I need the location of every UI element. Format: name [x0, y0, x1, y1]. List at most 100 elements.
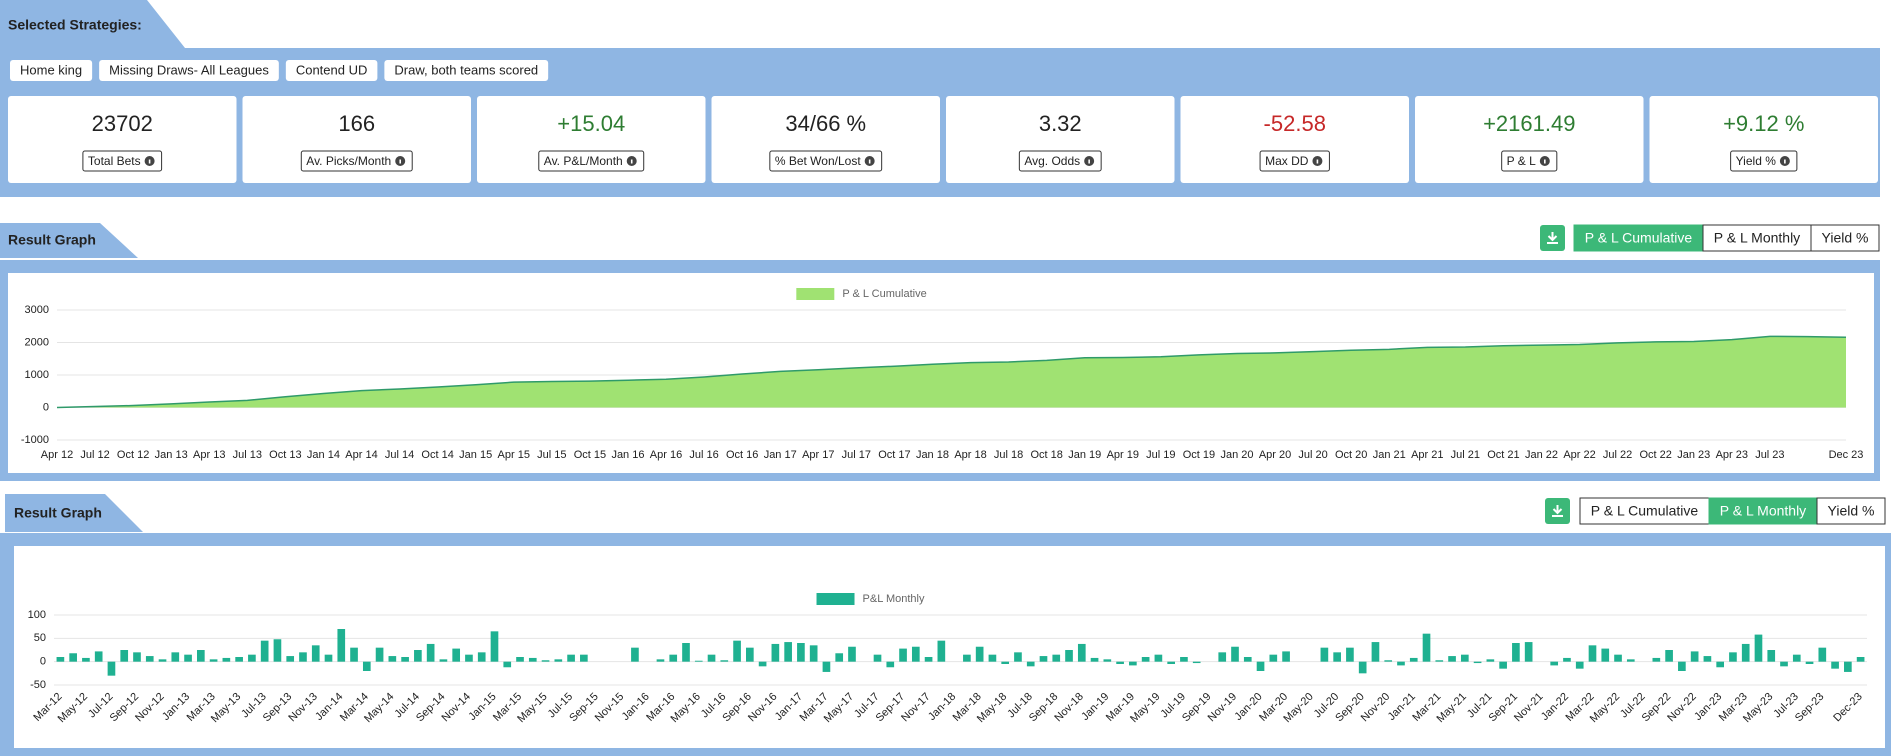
- bar: [541, 660, 550, 662]
- x-tick-label: Jan 16: [611, 449, 644, 461]
- x-tick-label: Jul 16: [689, 449, 718, 461]
- bar: [899, 648, 907, 662]
- bar: [1333, 652, 1341, 662]
- bar: [707, 654, 716, 662]
- x-tick-label: Apr 13: [193, 449, 225, 461]
- strategy-tag-label: Draw, both teams scored: [394, 62, 538, 77]
- bar: [1026, 661, 1035, 667]
- bar: [758, 661, 767, 667]
- y-tick-label: -1000: [21, 434, 49, 446]
- graph-toggle[interactable]: [1573, 224, 1704, 252]
- bar: [975, 646, 984, 662]
- info-icon-bar: [399, 159, 402, 164]
- stat-card: [477, 96, 706, 183]
- x-tick-label: Jul 18: [994, 449, 1023, 461]
- bar: [1716, 661, 1725, 668]
- bar: [1818, 647, 1827, 662]
- stat-label: Yield %: [1736, 154, 1777, 168]
- stat-card: [8, 96, 237, 183]
- bar: [477, 652, 486, 662]
- bar: [1563, 657, 1571, 662]
- tags: Home king Missing Draws- All Leagues Conte…: [10, 60, 549, 81]
- x-tick-label: Apr 23: [1716, 449, 1748, 461]
- bar: [567, 654, 575, 662]
- bar: [350, 647, 358, 662]
- legend-label: P&L Monthly: [863, 593, 925, 605]
- strategy-tag: [285, 60, 378, 81]
- bar: [439, 659, 448, 662]
- bar: [937, 640, 946, 662]
- bar: [1231, 646, 1239, 662]
- bar: [1512, 643, 1520, 662]
- bar: [260, 640, 269, 662]
- y-tick-label: 50: [34, 632, 46, 644]
- bar: [694, 660, 703, 662]
- x-tick-label: Dec 23: [1829, 449, 1864, 461]
- bar: [1103, 659, 1112, 662]
- y-tick-label: -50: [30, 679, 46, 691]
- bar: [222, 657, 231, 662]
- x-tick-label: Jul 12: [80, 449, 109, 461]
- bar: [299, 652, 307, 662]
- stat-value: 166: [338, 111, 375, 136]
- bar: [1371, 642, 1380, 662]
- bar: [1856, 657, 1865, 662]
- stat-value: 34/66 %: [785, 111, 866, 136]
- bar: [1090, 657, 1099, 662]
- bar: [56, 657, 65, 662]
- stat-card: [1649, 96, 1878, 183]
- bar: [1805, 661, 1814, 664]
- bar: [848, 646, 856, 662]
- bar: [1282, 651, 1290, 662]
- stat-value: 3.32: [1039, 111, 1082, 136]
- legend-swatch: [816, 593, 855, 605]
- bar: [362, 661, 371, 671]
- bar: [1729, 652, 1737, 662]
- bar: [1409, 657, 1418, 662]
- strategy-tag-label: Home king: [20, 62, 82, 77]
- x-tick-label: Jan 22: [1525, 449, 1558, 461]
- bar: [1422, 633, 1431, 662]
- bar: [94, 651, 103, 662]
- graph-toggle[interactable]: [1816, 497, 1886, 525]
- strategy-tag: [10, 60, 93, 81]
- graph-toggle[interactable]: [1810, 224, 1880, 252]
- graph-toggle[interactable]: [1579, 497, 1710, 525]
- bar: [1614, 654, 1622, 662]
- bar: [490, 631, 499, 662]
- x-tick-label: Jul 20: [1298, 449, 1327, 461]
- graph-toggle[interactable]: [1708, 497, 1818, 525]
- bar: [1767, 650, 1776, 662]
- bar: [1358, 661, 1367, 674]
- x-tick-label: Jul 19: [1146, 449, 1175, 461]
- bar: [1077, 643, 1086, 662]
- bar: [1703, 656, 1712, 662]
- graph-toggle[interactable]: [1702, 224, 1812, 252]
- x-tick-label: Apr 22: [1563, 449, 1595, 461]
- stat-label: Total Bets: [88, 154, 141, 168]
- stat-label-box: [1259, 150, 1330, 172]
- bar: [1499, 661, 1507, 669]
- bar: [1116, 661, 1124, 664]
- bar: [145, 656, 154, 662]
- bar: [465, 654, 473, 662]
- bar: [375, 647, 384, 662]
- x-tick-label: Apr 18: [954, 449, 986, 461]
- bar: [311, 645, 320, 662]
- x-tick-label: Jan 18: [916, 449, 949, 461]
- strategy-tag: [99, 60, 279, 81]
- bar: [107, 661, 116, 676]
- bar: [133, 652, 141, 662]
- x-tick-label: Oct 15: [574, 449, 606, 461]
- bar: [1384, 660, 1393, 662]
- stat-label-box: [1018, 150, 1102, 172]
- bar: [184, 654, 192, 662]
- x-tick-label: Oct 13: [269, 449, 301, 461]
- graph-title: Result Graph: [8, 232, 96, 248]
- bar: [171, 652, 180, 662]
- bar: [1678, 661, 1686, 671]
- x-tick-label: Jan 13: [155, 449, 188, 461]
- info-icon-bar: [868, 159, 871, 164]
- bar: [1065, 650, 1073, 662]
- stat-label: Av. P&L/Month: [544, 154, 623, 168]
